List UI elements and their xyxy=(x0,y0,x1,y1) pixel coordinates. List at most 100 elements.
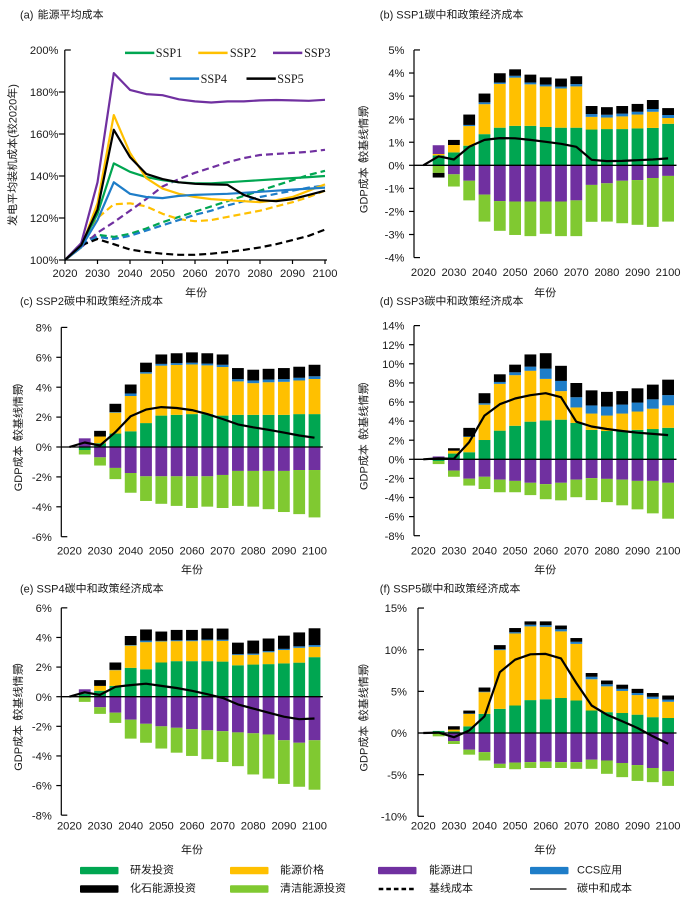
svg-text:-8%: -8% xyxy=(32,810,52,822)
svg-text:2%: 2% xyxy=(388,114,404,126)
svg-text:0%: 0% xyxy=(388,160,404,172)
svg-text:SSP3: SSP3 xyxy=(304,46,330,60)
svg-text:160%: 160% xyxy=(30,129,59,141)
svg-text:2080: 2080 xyxy=(594,545,619,557)
svg-text:2040: 2040 xyxy=(118,545,143,557)
svg-text:2080: 2080 xyxy=(594,267,619,279)
svg-text:(b) SSP1: (b) SSP1 xyxy=(380,9,425,21)
svg-text:2070: 2070 xyxy=(210,821,235,833)
svg-text:6%: 6% xyxy=(36,603,52,615)
svg-text:8%: 8% xyxy=(36,323,52,335)
svg-text:0%: 0% xyxy=(36,692,52,704)
svg-text:2100: 2100 xyxy=(302,545,327,557)
svg-text:2050: 2050 xyxy=(503,267,528,279)
svg-text:10%: 10% xyxy=(385,645,407,657)
svg-text:6%: 6% xyxy=(36,352,52,364)
svg-text:2040: 2040 xyxy=(118,821,143,833)
svg-text:-4%: -4% xyxy=(32,502,52,514)
svg-text:2080: 2080 xyxy=(594,821,619,833)
svg-text:2080: 2080 xyxy=(241,821,266,833)
svg-text:0%: 0% xyxy=(388,454,404,466)
svg-text:-8%: -8% xyxy=(385,531,405,543)
svg-text:2090: 2090 xyxy=(625,267,650,279)
svg-text:10%: 10% xyxy=(382,359,404,371)
svg-text:2070: 2070 xyxy=(564,821,589,833)
svg-text:2030: 2030 xyxy=(88,545,113,557)
svg-text:SSP1: SSP1 xyxy=(156,46,182,60)
svg-text:2060: 2060 xyxy=(183,268,208,280)
svg-text:2020: 2020 xyxy=(7,99,19,123)
svg-text:-4%: -4% xyxy=(385,493,405,505)
svg-text:(e) SSP4: (e) SSP4 xyxy=(20,583,65,595)
svg-text:2100: 2100 xyxy=(313,268,338,280)
svg-text:2%: 2% xyxy=(36,412,52,424)
svg-text:2030: 2030 xyxy=(85,268,110,280)
svg-text:-6%: -6% xyxy=(32,781,52,793)
svg-text:GDP: GDP xyxy=(359,748,371,772)
svg-text:-4%: -4% xyxy=(385,253,405,265)
svg-text:GDP: GDP xyxy=(13,467,25,491)
svg-text:0%: 0% xyxy=(36,442,52,454)
svg-text:): ) xyxy=(7,84,19,88)
svg-text:140%: 140% xyxy=(30,171,59,183)
svg-text:2050: 2050 xyxy=(149,821,174,833)
svg-text:(c) SSP2: (c) SSP2 xyxy=(20,296,64,308)
svg-text:GDP: GDP xyxy=(359,189,371,213)
svg-text:2030: 2030 xyxy=(441,545,466,557)
svg-text:2090: 2090 xyxy=(271,545,296,557)
svg-text:2040: 2040 xyxy=(472,267,497,279)
svg-text:2020: 2020 xyxy=(57,821,82,833)
svg-text:2060: 2060 xyxy=(180,545,205,557)
svg-text:-2%: -2% xyxy=(385,207,405,219)
svg-text:2060: 2060 xyxy=(533,545,558,557)
svg-text:2100: 2100 xyxy=(656,267,681,279)
svg-text:2090: 2090 xyxy=(625,821,650,833)
svg-text:2100: 2100 xyxy=(302,821,327,833)
svg-text:2080: 2080 xyxy=(248,268,273,280)
svg-text:GDP: GDP xyxy=(359,466,371,490)
svg-text:-6%: -6% xyxy=(32,532,52,544)
svg-text:(: ( xyxy=(7,134,19,138)
svg-text:6%: 6% xyxy=(388,397,404,409)
svg-text:14%: 14% xyxy=(382,321,404,333)
svg-text:2020: 2020 xyxy=(57,545,82,557)
svg-text:2040: 2040 xyxy=(118,268,143,280)
svg-text:(a): (a) xyxy=(20,9,33,21)
svg-text:2070: 2070 xyxy=(564,267,589,279)
svg-text:2050: 2050 xyxy=(150,268,175,280)
svg-text:4%: 4% xyxy=(36,633,52,645)
svg-text:4%: 4% xyxy=(36,382,52,394)
svg-text:SSP4: SSP4 xyxy=(201,72,227,86)
svg-text:100%: 100% xyxy=(30,255,59,267)
svg-text:2070: 2070 xyxy=(564,545,589,557)
svg-text:2040: 2040 xyxy=(472,821,497,833)
svg-text:4%: 4% xyxy=(388,416,404,428)
svg-text:8%: 8% xyxy=(388,378,404,390)
svg-text:2030: 2030 xyxy=(441,821,466,833)
svg-text:2030: 2030 xyxy=(441,267,466,279)
svg-text:-1%: -1% xyxy=(385,184,405,196)
svg-text:2050: 2050 xyxy=(149,545,174,557)
svg-text:SSP5: SSP5 xyxy=(277,72,303,86)
svg-text:5%: 5% xyxy=(388,45,404,57)
svg-text:-3%: -3% xyxy=(385,230,405,242)
svg-text:CCS: CCS xyxy=(577,865,600,877)
svg-text:-5%: -5% xyxy=(387,770,407,782)
svg-text:1%: 1% xyxy=(388,137,404,149)
svg-text:0%: 0% xyxy=(391,728,407,740)
svg-text:2090: 2090 xyxy=(625,545,650,557)
svg-text:2040: 2040 xyxy=(472,545,497,557)
svg-text:2060: 2060 xyxy=(180,821,205,833)
svg-text:-2%: -2% xyxy=(385,474,405,486)
svg-text:-6%: -6% xyxy=(385,512,405,524)
svg-text:5%: 5% xyxy=(391,687,407,699)
svg-text:(f) SSP5: (f) SSP5 xyxy=(380,583,422,595)
svg-text:-10%: -10% xyxy=(381,811,407,823)
svg-text:2%: 2% xyxy=(388,435,404,447)
svg-text:180%: 180% xyxy=(30,87,59,99)
svg-text:3%: 3% xyxy=(388,91,404,103)
svg-text:(d) SSP3: (d) SSP3 xyxy=(380,296,425,308)
svg-text:4%: 4% xyxy=(388,68,404,80)
svg-text:2050: 2050 xyxy=(503,545,528,557)
svg-text:120%: 120% xyxy=(30,213,59,225)
